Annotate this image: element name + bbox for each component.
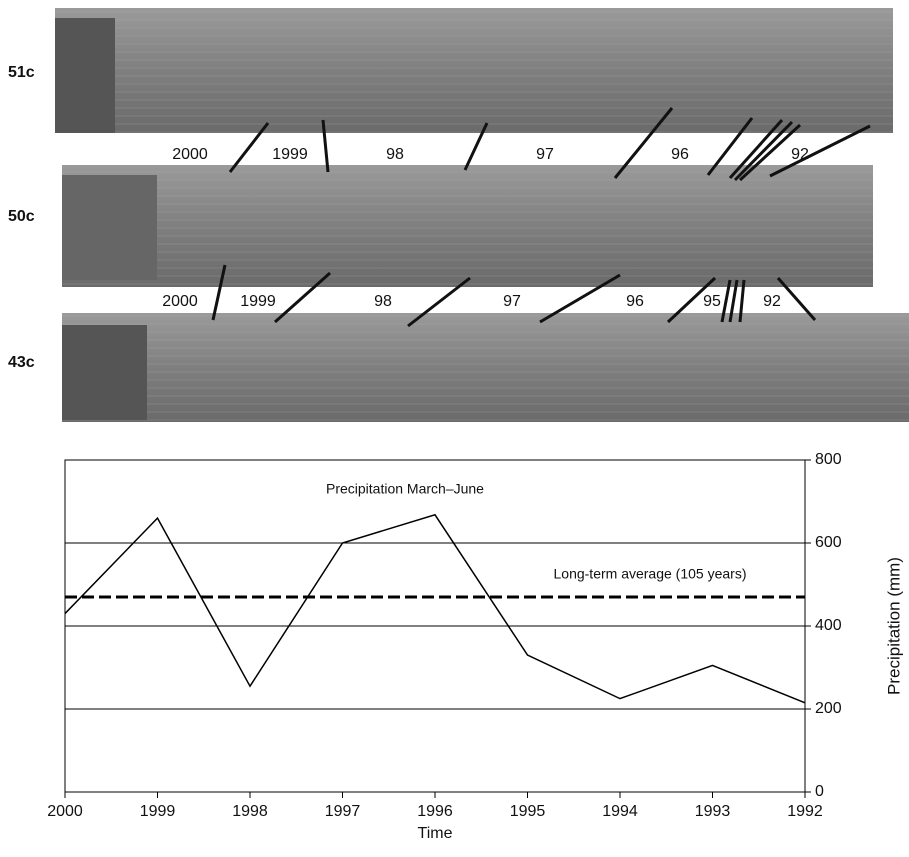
ring-label: 1999 [240, 293, 276, 310]
y-tick-label: 200 [815, 700, 842, 717]
x-tick-label: 1998 [232, 803, 268, 820]
ring-label: 2000 [172, 146, 208, 163]
ring-label: 92 [763, 293, 781, 310]
ring-label: 97 [503, 293, 521, 310]
x-axis-label: Time [418, 825, 453, 842]
ring-label: 95 [703, 293, 721, 310]
x-tick-label: 1997 [325, 803, 361, 820]
x-tick-label: 1996 [417, 803, 453, 820]
x-tick-label: 1994 [602, 803, 638, 820]
y-tick-label: 400 [815, 617, 842, 634]
grain [62, 165, 873, 287]
ring-label: 96 [626, 293, 644, 310]
ring-label: 92 [791, 146, 809, 163]
ring-label: 98 [374, 293, 392, 310]
core-end [62, 175, 157, 280]
x-tick-label: 1999 [140, 803, 176, 820]
grain [55, 8, 893, 133]
x-tick-label: 1995 [510, 803, 546, 820]
y-tick-label: 0 [815, 783, 824, 800]
core-end [62, 325, 147, 420]
annotation: Precipitation March–June [326, 481, 484, 497]
grain [62, 313, 909, 422]
ring-label: 1999 [272, 146, 308, 163]
sample-label: 50c [8, 208, 35, 225]
x-tick-label: 1993 [695, 803, 731, 820]
ring-label: 2000 [162, 293, 198, 310]
core-photos [55, 8, 909, 422]
ring-label: 96 [671, 146, 689, 163]
sample-label: 51c [8, 64, 35, 81]
ring-label: 97 [536, 146, 554, 163]
x-tick-label: 1992 [787, 803, 823, 820]
sample-label: 43c [8, 354, 35, 371]
core-end [55, 18, 115, 133]
y-axis-label: Precipitation (mm) [884, 557, 903, 695]
figure: 51c 50c 43c 2000199998979692200019999897… [0, 0, 909, 852]
y-tick-label: 800 [815, 451, 842, 468]
reference-label: Long-term average (105 years) [554, 566, 747, 582]
ring-label: 98 [386, 146, 404, 163]
chart: 0 200 400 600 800 2000 1999 1998 1997 1996 1995 199… [47, 451, 903, 842]
y-tick-label: 600 [815, 534, 842, 551]
x-tick-label: 2000 [47, 803, 83, 820]
sample-labels: 51c 50c 43c [8, 64, 35, 371]
